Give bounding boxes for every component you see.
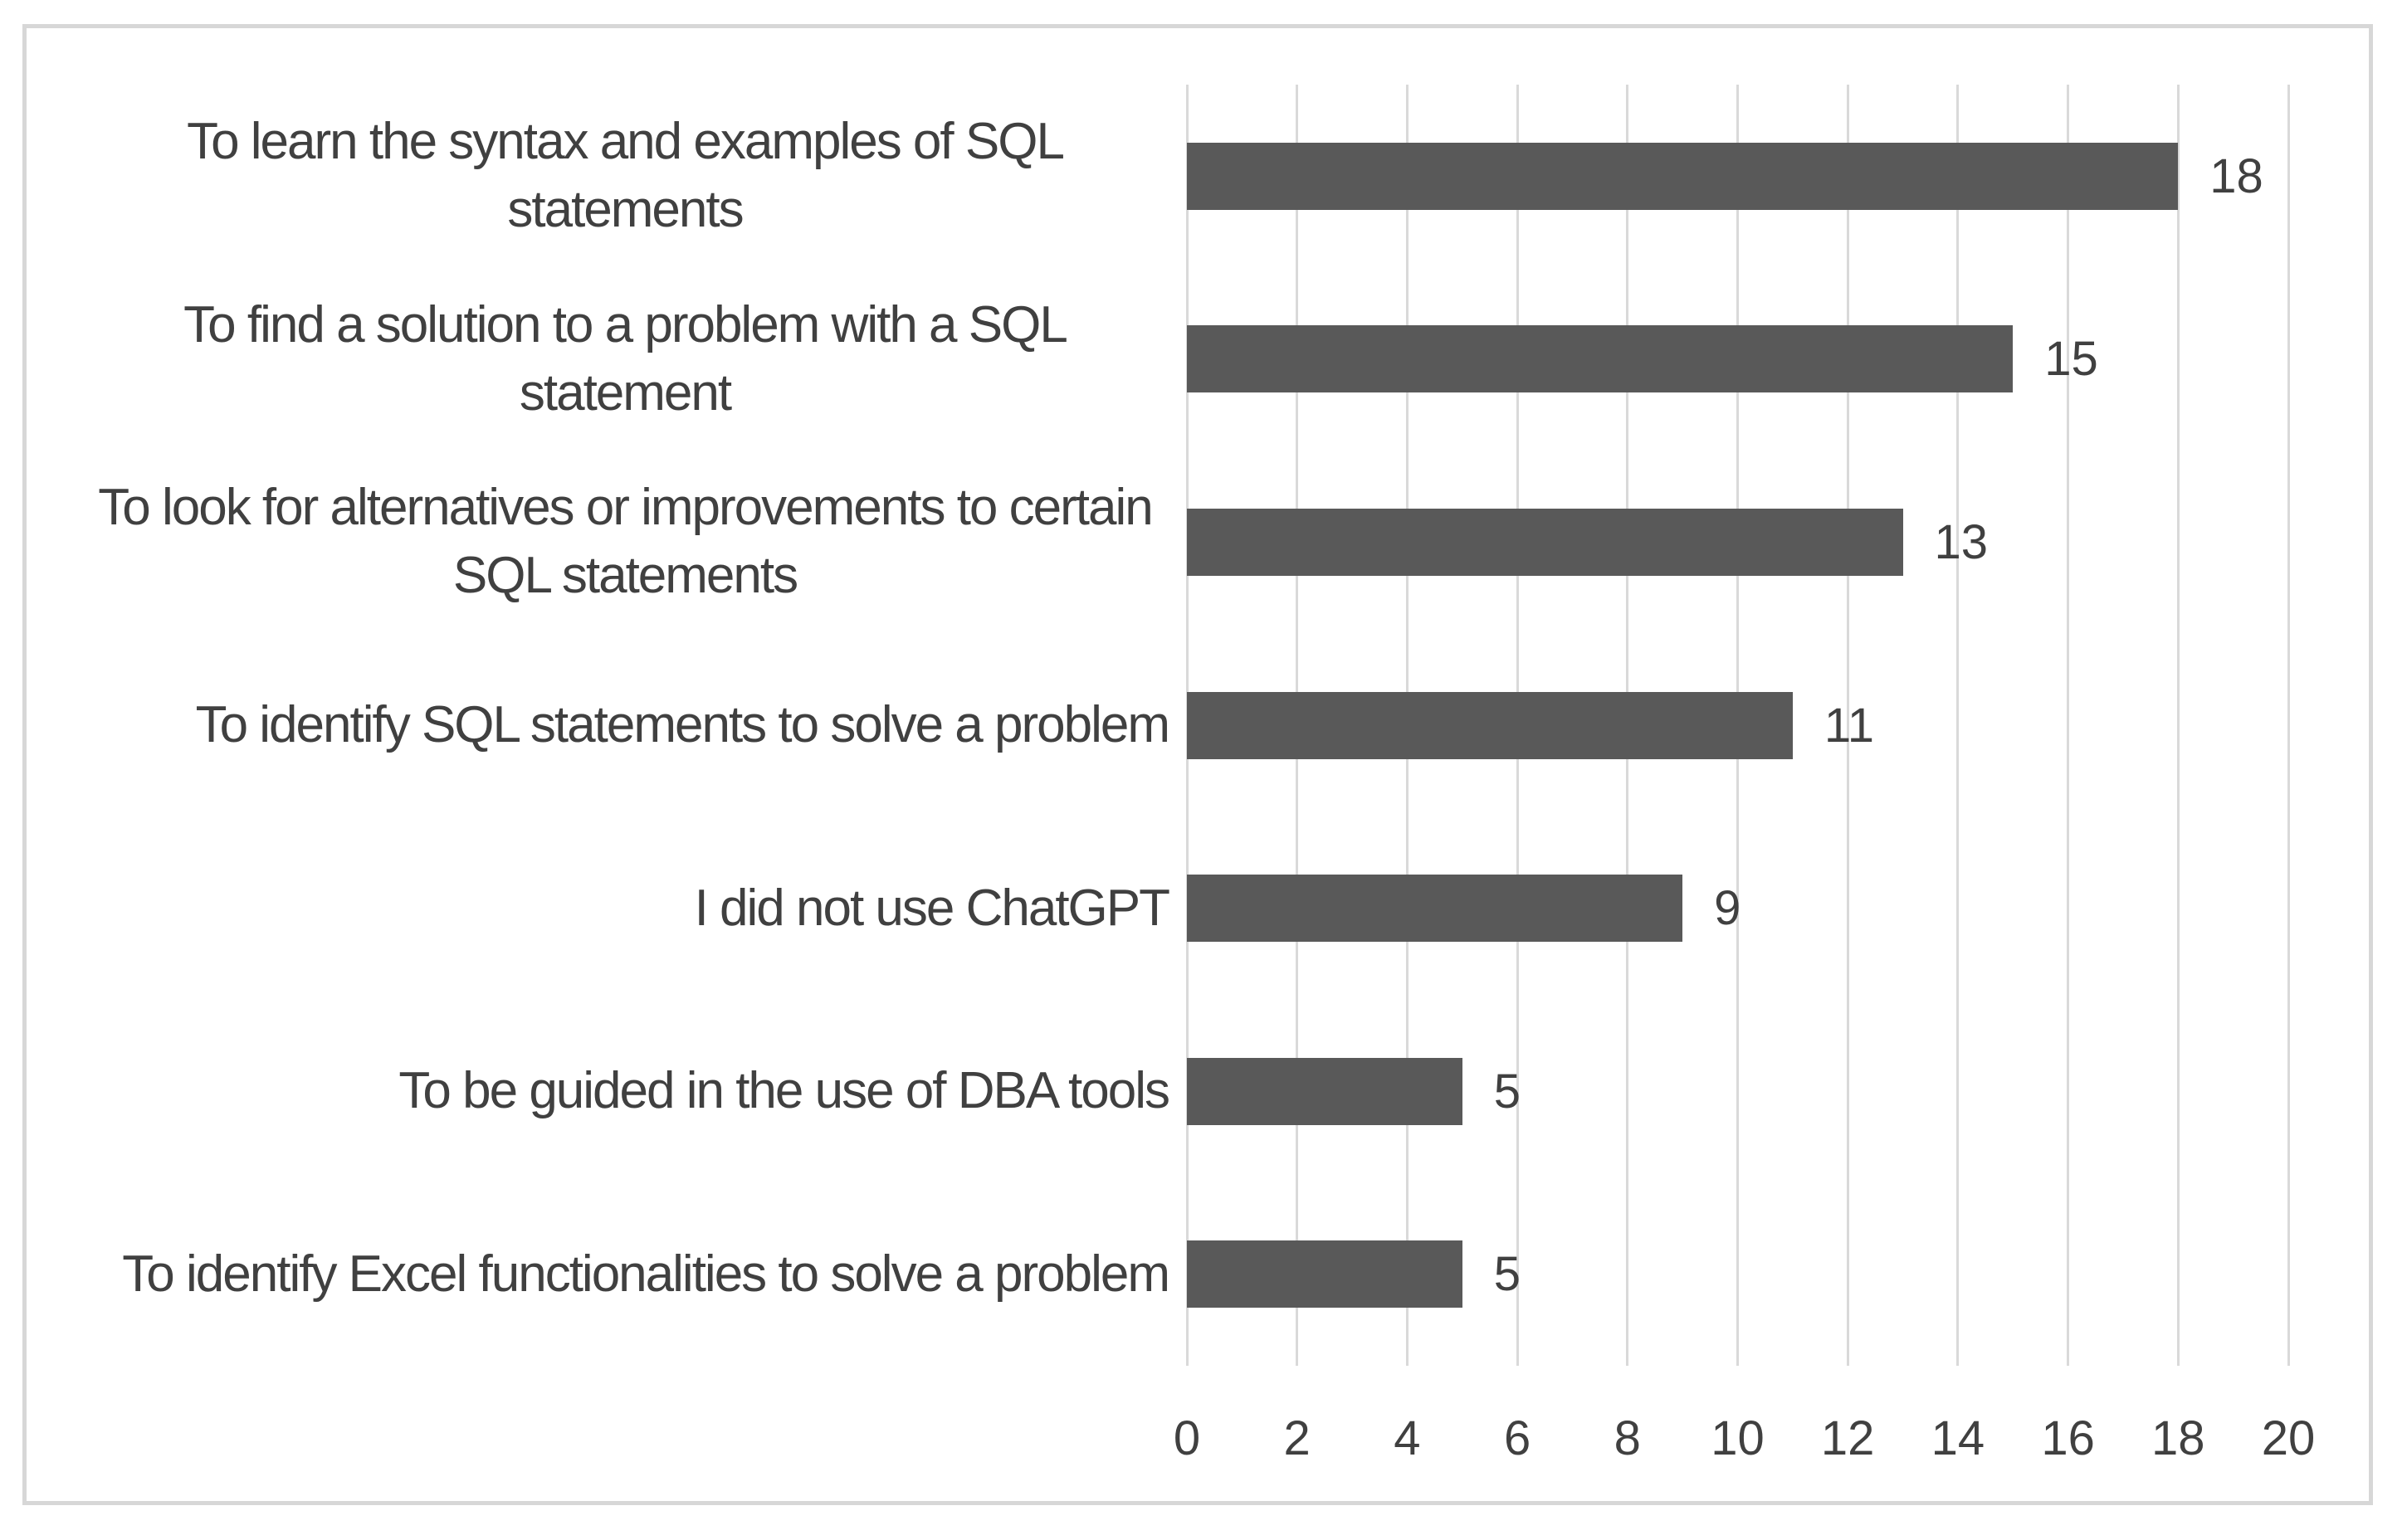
value-label: 5	[1493, 1247, 1521, 1302]
x-tick-label: 10	[1711, 1411, 1765, 1465]
bar	[1187, 142, 2179, 210]
category-label: I did not use ChatGPT	[694, 879, 1170, 937]
x-tick-label: 0	[1173, 1411, 1201, 1465]
category-label: To identify Excel functionalities to sol…	[122, 1245, 1170, 1303]
value-label: 18	[2209, 149, 2263, 203]
category-row: I did not use ChatGPT	[50, 816, 1170, 1000]
gridline	[2287, 85, 2290, 1366]
value-label: 13	[1934, 514, 1989, 569]
category-label: To find a solution to a problem with a S…	[183, 295, 1068, 422]
category-label: To identify SQL statements to solve a pr…	[195, 695, 1170, 753]
value-label: 9	[1714, 881, 1741, 936]
category-row: To identify SQL statements to solve a pr…	[50, 634, 1170, 817]
category-row: To find a solution to a problem with a S…	[50, 268, 1169, 451]
bar	[1187, 325, 2014, 393]
bar	[1187, 1240, 1462, 1309]
category-label: To be guided in the use of DBA tools	[398, 1062, 1170, 1120]
x-tick-label: 12	[1820, 1411, 1875, 1465]
value-label: 15	[2044, 332, 2098, 387]
x-tick-label: 16	[2041, 1411, 2095, 1465]
value-label: 5	[1493, 1064, 1521, 1118]
x-tick-label: 14	[1931, 1411, 1985, 1465]
category-row: To look for alternatives or improvements…	[50, 451, 1169, 634]
bar	[1187, 1057, 1462, 1125]
bar	[1187, 875, 1683, 943]
category-label: To learn the syntax and examples of SQL …	[187, 113, 1065, 239]
category-row: To be guided in the use of DBA tools	[50, 1000, 1170, 1183]
x-tick-label: 18	[2151, 1411, 2205, 1465]
value-label: 11	[1824, 698, 1875, 753]
x-tick-label: 6	[1503, 1411, 1531, 1465]
x-tick-label: 8	[1614, 1411, 1641, 1465]
bar	[1187, 508, 1903, 576]
gridline	[1956, 85, 1960, 1366]
category-row: To identify Excel functionalities to sol…	[50, 1182, 1170, 1366]
x-tick-label: 4	[1394, 1411, 1421, 1465]
x-tick-label: 20	[2261, 1411, 2316, 1465]
bar	[1187, 691, 1793, 759]
gridline	[2067, 85, 2070, 1366]
category-row: To learn the syntax and examples of SQL …	[50, 85, 1169, 268]
x-tick-label: 2	[1283, 1411, 1311, 1465]
category-label: To look for alternatives or improvements…	[98, 479, 1153, 605]
gridline	[2176, 85, 2180, 1366]
gridline	[1846, 85, 1849, 1366]
